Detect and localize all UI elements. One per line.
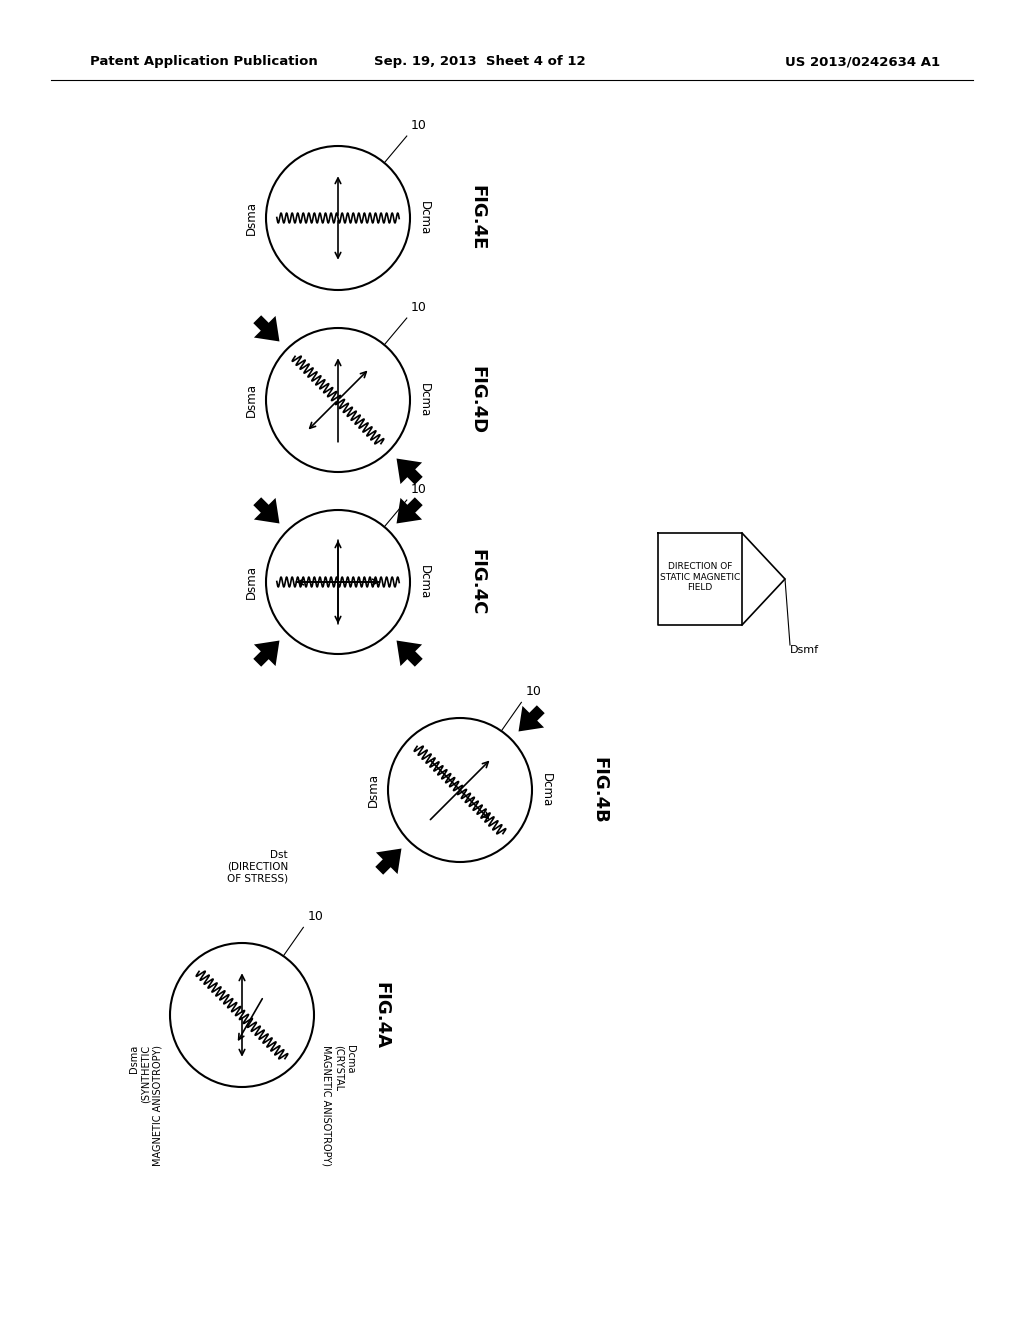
Text: 10: 10 [411, 483, 427, 496]
Text: FIG.4E: FIG.4E [468, 185, 486, 251]
Text: US 2013/0242634 A1: US 2013/0242634 A1 [784, 55, 940, 69]
Text: FIG.4C: FIG.4C [468, 549, 486, 615]
Text: Sep. 19, 2013  Sheet 4 of 12: Sep. 19, 2013 Sheet 4 of 12 [374, 55, 586, 69]
Text: Dcma: Dcma [418, 565, 431, 599]
Text: Dcma
(CRYSTAL
MAGNETIC ANISOTROPY): Dcma (CRYSTAL MAGNETIC ANISOTROPY) [322, 1045, 355, 1166]
Text: FIG.4D: FIG.4D [468, 366, 486, 434]
Text: Dcma: Dcma [418, 201, 431, 235]
Text: Dsmf: Dsmf [790, 645, 819, 655]
Text: Patent Application Publication: Patent Application Publication [90, 55, 317, 69]
Text: Dst
(DIRECTION
OF STRESS): Dst (DIRECTION OF STRESS) [226, 850, 288, 883]
Text: Dcma: Dcma [540, 774, 553, 807]
Text: 10: 10 [411, 301, 427, 314]
Text: DIRECTION OF
STATIC MAGNETIC
FIELD: DIRECTION OF STATIC MAGNETIC FIELD [659, 562, 740, 591]
Text: FIG.4A: FIG.4A [372, 982, 390, 1048]
Text: Dsma: Dsma [245, 565, 258, 599]
Text: 10: 10 [307, 911, 324, 924]
Text: Dsma
(SYNTHETIC
MAGNETIC ANISOTROPY): Dsma (SYNTHETIC MAGNETIC ANISOTROPY) [129, 1045, 162, 1166]
Text: Dcma: Dcma [418, 383, 431, 417]
Text: 10: 10 [411, 119, 427, 132]
Text: FIG.4B: FIG.4B [590, 756, 608, 824]
Text: 10: 10 [525, 685, 542, 698]
Text: Dsma: Dsma [367, 774, 380, 807]
Text: Dsma: Dsma [245, 383, 258, 417]
Text: Dsma: Dsma [245, 201, 258, 235]
